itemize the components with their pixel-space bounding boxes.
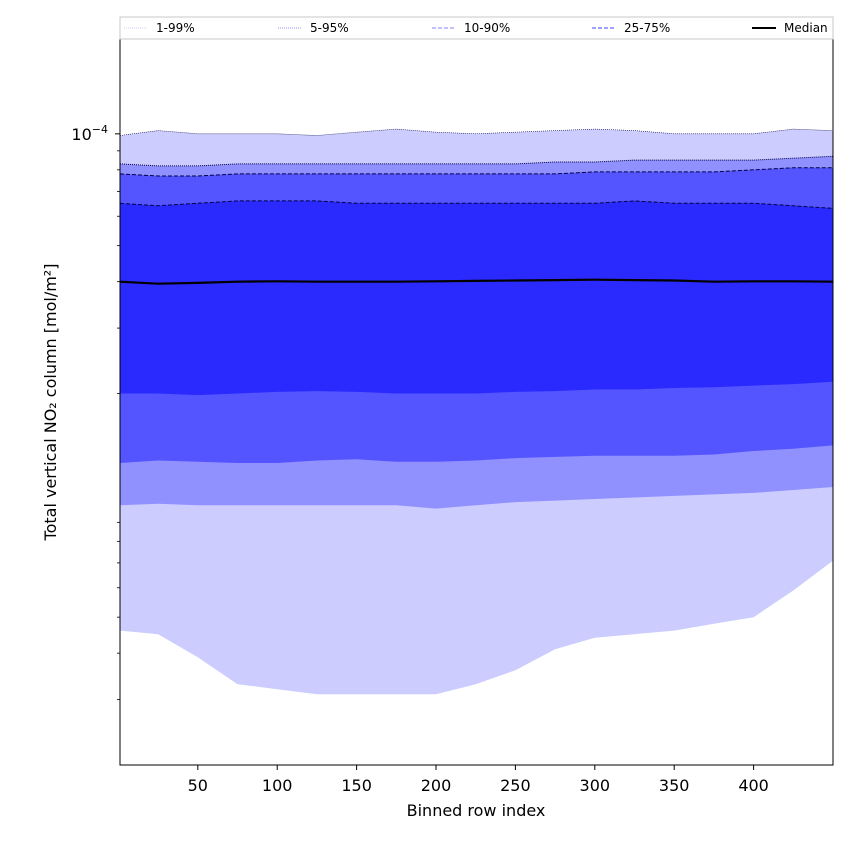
x-tick-label: 250 <box>500 776 531 795</box>
y-tick-label: 10−4 <box>71 123 108 144</box>
x-axis-label: Binned row index <box>407 801 546 820</box>
y-axis: 10−4 <box>71 123 120 700</box>
x-tick-label: 350 <box>659 776 690 795</box>
legend-label: 5-95% <box>310 21 349 35</box>
legend-label: 25-75% <box>624 21 670 35</box>
y-axis-label: Total vertical NO₂ column [mol/m²] <box>41 264 60 542</box>
legend-frame <box>119 16 834 40</box>
x-tick-label: 50 <box>188 776 208 795</box>
x-tick-label: 400 <box>738 776 769 795</box>
legend-label: Median <box>784 21 828 35</box>
x-tick-label: 300 <box>580 776 611 795</box>
legend-label: 10-90% <box>464 21 510 35</box>
band-layer <box>120 129 833 695</box>
band-25-75-upper-line <box>119 200 834 209</box>
x-axis: 50 100 150 200 250 300 350 400 <box>188 765 769 795</box>
line-layer <box>119 128 834 285</box>
band-5-95-upper-line <box>119 155 834 167</box>
x-tick-label: 200 <box>421 776 452 795</box>
legend-label: 1-99% <box>156 21 195 35</box>
band-10-90-upper-line <box>119 167 833 177</box>
median-line <box>119 278 834 285</box>
x-tick-label: 150 <box>341 776 372 795</box>
x-tick-label: 100 <box>262 776 293 795</box>
band-25-75-area <box>120 200 833 396</box>
legend: 1-99% 5-95% 10-90% 25-75% Median <box>119 16 834 40</box>
band-1-99-upper-line <box>119 128 834 136</box>
